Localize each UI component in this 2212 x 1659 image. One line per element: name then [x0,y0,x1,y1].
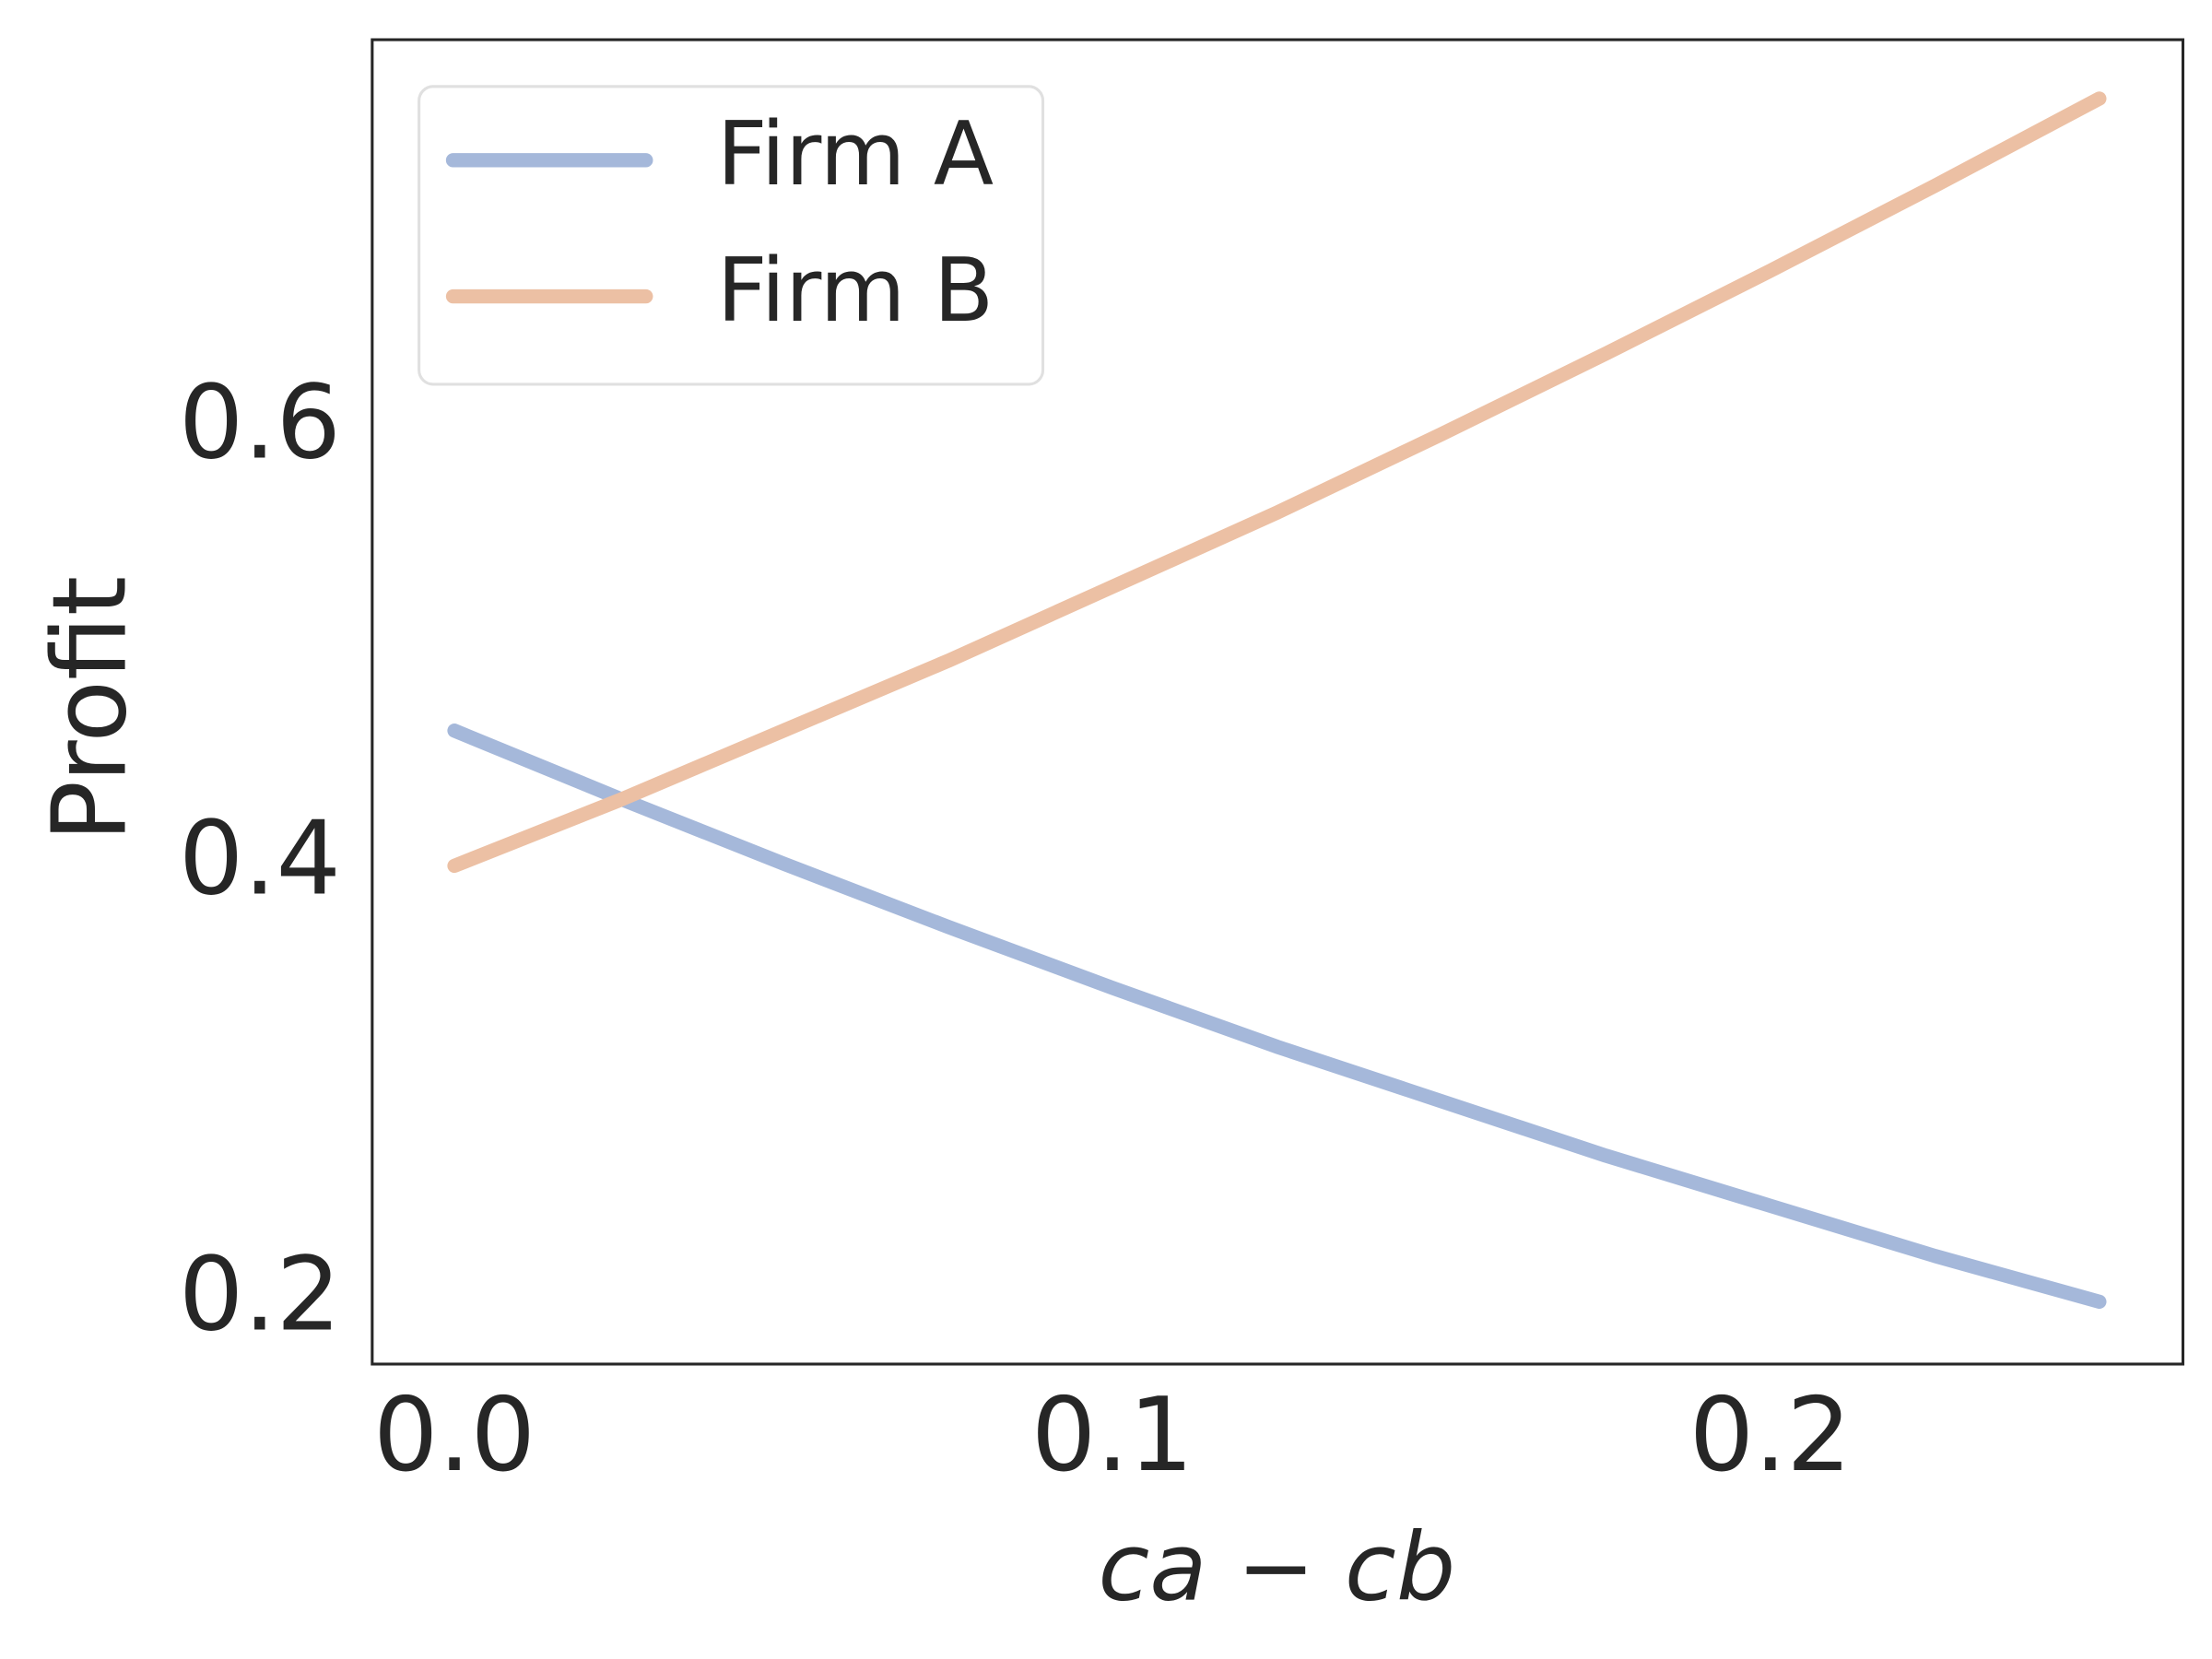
line-series [447,91,2107,874]
legend-label: Firm B [717,240,994,342]
x-tick-label: 0.1 [1031,1376,1194,1495]
x-tick-label: 0.0 [373,1376,535,1495]
y-axis-label: Profit [31,576,150,842]
y-tick-label: 0.2 [179,1236,341,1355]
y-tick-label: 0.6 [179,364,341,483]
line-series [447,724,2107,1310]
x-tick-label: 0.2 [1689,1376,1852,1495]
y-tick-label: 0.4 [179,800,341,919]
x-axis-label: ca − cb [1098,1513,1455,1622]
legend-label: Firm A [717,103,994,206]
